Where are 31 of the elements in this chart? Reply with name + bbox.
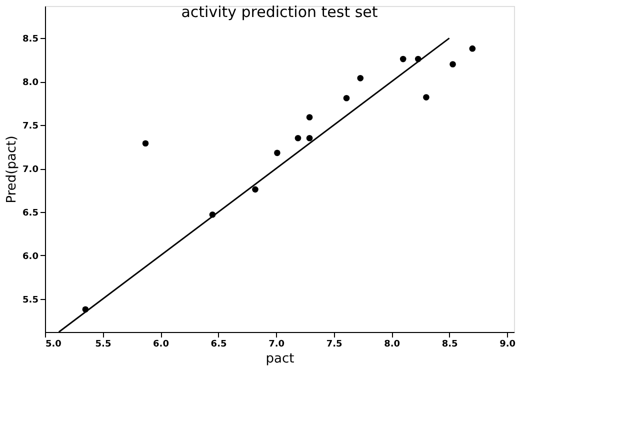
- y-tick-label: 6.5: [22, 208, 38, 219]
- x-tick-label: 8.5: [442, 340, 458, 350]
- y-tick-label: 6.0: [22, 252, 38, 262]
- y-tick-label: 7.5: [22, 122, 38, 132]
- chart-title: activity prediction test set: [181, 3, 378, 21]
- point: [343, 94, 350, 102]
- y-tick-label: 8.5: [22, 34, 38, 45]
- point: [142, 140, 149, 147]
- point: [469, 45, 476, 52]
- point: [306, 134, 313, 142]
- y-tick-label: 7.0: [22, 165, 38, 176]
- point: [274, 150, 280, 156]
- y-tick-label: 8.0: [22, 78, 38, 88]
- y-axis-title: Pred(pact): [4, 136, 20, 204]
- point: [450, 61, 456, 68]
- point: [306, 114, 313, 120]
- point: [357, 75, 364, 82]
- point: [294, 134, 302, 142]
- point: [252, 186, 258, 193]
- x-axis-title: pact: [266, 352, 294, 366]
- x-tick-label: 6.0: [153, 340, 169, 350]
- x-tick-label: 5.5: [95, 340, 112, 350]
- x-tick-label: 9.0: [500, 340, 516, 350]
- point: [400, 56, 406, 62]
- x-tick-label: 5.0: [46, 340, 62, 350]
- x-tick-label: 8.0: [384, 340, 400, 350]
- x-tick-label: 7.0: [268, 340, 285, 350]
- point: [423, 94, 430, 100]
- x-tick-label: 6.5: [210, 340, 227, 350]
- x-tick-label: 7.5: [326, 340, 342, 350]
- y-tick-label: 5.5: [22, 295, 38, 306]
